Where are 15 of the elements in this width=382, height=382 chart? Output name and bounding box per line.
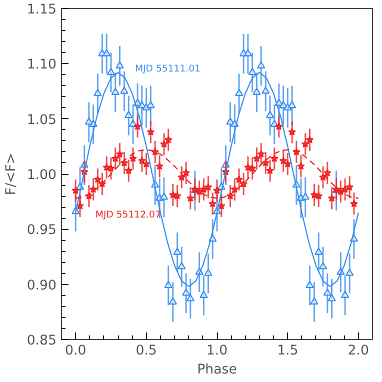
x-tick-label: 0.5: [136, 344, 157, 358]
x-tick-label: 2.0: [348, 344, 369, 358]
y-tick-label: 1.10: [26, 58, 57, 73]
y-tick-label: 0.90: [26, 278, 57, 294]
series-label: MJD 55111.01: [135, 64, 201, 75]
y-tick-label: 0.95: [26, 223, 57, 238]
x-tick-label: 1.0: [206, 344, 228, 358]
y-tick-label: 1.15: [26, 2, 57, 18]
y-tick-label: 1.05: [26, 112, 57, 128]
y-tick-label: 0.85: [26, 334, 57, 348]
x-tick-label: 0.0: [65, 344, 86, 358]
x-axis-title: Phase: [197, 362, 237, 378]
x-tick-label: 1.5: [277, 344, 298, 358]
y-tick-label: 1.00: [26, 168, 57, 183]
y-axis-title: F/<F>: [4, 152, 19, 196]
